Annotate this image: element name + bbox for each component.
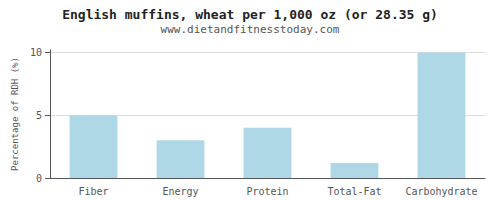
svg-text:Energy: Energy <box>162 186 198 197</box>
svg-text:Carbohydrate: Carbohydrate <box>405 186 477 197</box>
svg-text:www.dietandfitnesstoday.com: www.dietandfitnesstoday.com <box>161 23 340 36</box>
svg-text:5: 5 <box>36 110 42 121</box>
svg-text:English muffins, wheat per 1,0: English muffins, wheat per 1,000 oz (or … <box>62 7 438 22</box>
svg-text:Protein: Protein <box>246 186 288 197</box>
svg-text:0: 0 <box>36 173 42 184</box>
svg-text:Fiber: Fiber <box>78 186 108 197</box>
svg-text:Percentage of RDH (%): Percentage of RDH (%) <box>10 57 20 171</box>
svg-text:Total-Fat: Total-Fat <box>327 186 381 197</box>
svg-text:10: 10 <box>30 47 42 58</box>
